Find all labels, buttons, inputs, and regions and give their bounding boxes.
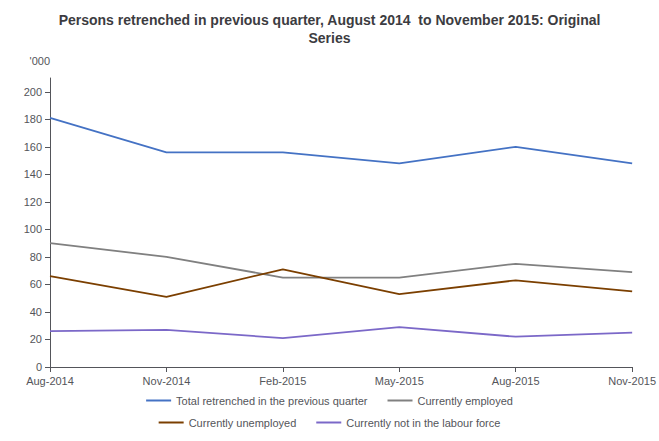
svg-text:180: 180 bbox=[24, 113, 42, 125]
svg-text:120: 120 bbox=[24, 196, 42, 208]
svg-text:Currently not in the labour fo: Currently not in the labour force bbox=[346, 417, 500, 429]
svg-text:Aug-2015: Aug-2015 bbox=[492, 375, 540, 387]
svg-text:60: 60 bbox=[30, 278, 42, 290]
svg-text:May-2015: May-2015 bbox=[375, 375, 424, 387]
svg-text:140: 140 bbox=[24, 168, 42, 180]
svg-text:20: 20 bbox=[30, 333, 42, 345]
svg-text:Nov-2014: Nov-2014 bbox=[143, 375, 191, 387]
svg-text:Currently employed: Currently employed bbox=[418, 395, 513, 407]
svg-text:100: 100 bbox=[24, 223, 42, 235]
svg-text:Persons retrenched in previous: Persons retrenched in previous quarter, … bbox=[59, 12, 601, 28]
svg-text:Series: Series bbox=[308, 30, 350, 46]
svg-text:80: 80 bbox=[30, 251, 42, 263]
svg-text:0: 0 bbox=[36, 361, 42, 373]
svg-text:'000: '000 bbox=[30, 55, 50, 67]
svg-text:200: 200 bbox=[24, 86, 42, 98]
svg-text:Aug-2014: Aug-2014 bbox=[26, 375, 74, 387]
svg-text:Currently unemployed: Currently unemployed bbox=[189, 417, 297, 429]
svg-text:Nov-2015: Nov-2015 bbox=[608, 375, 656, 387]
svg-text:40: 40 bbox=[30, 306, 42, 318]
svg-text:160: 160 bbox=[24, 141, 42, 153]
svg-text:Feb-2015: Feb-2015 bbox=[259, 375, 306, 387]
svg-text:Total retrenched in the previo: Total retrenched in the previous quarter bbox=[176, 395, 368, 407]
